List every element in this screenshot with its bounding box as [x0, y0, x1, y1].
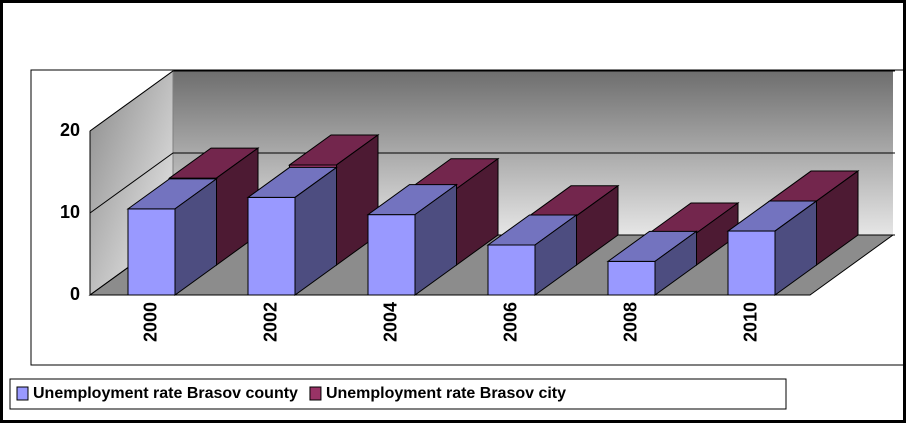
bar	[126, 177, 219, 296]
bar-side	[174, 177, 217, 296]
bar	[246, 166, 339, 296]
x-tick-label: 2002	[260, 302, 280, 342]
x-tick-label: 2000	[140, 302, 160, 342]
legend-label: Unemployment rate Brasov city	[326, 385, 566, 402]
legend-swatch	[16, 386, 29, 401]
bar-front	[247, 196, 296, 296]
y-tick-label: 20	[60, 120, 80, 140]
bar-front	[607, 260, 656, 296]
bar-side	[294, 166, 337, 296]
bar-side	[654, 230, 697, 296]
grid-line	[89, 70, 895, 132]
y-tick-label: 0	[70, 284, 80, 304]
bar-side	[534, 214, 577, 296]
plot-area	[30, 69, 905, 366]
legend-swatch	[309, 386, 322, 401]
bar-side	[414, 183, 457, 296]
plot: 0 10 20 2000 2002 2004 2006 2008 2010	[60, 70, 895, 342]
legend: Unemployment rate Brasov county Unemploym…	[16, 385, 566, 402]
bar-front	[367, 214, 416, 296]
x-tick-label: 2008	[620, 302, 640, 342]
bar-front	[127, 208, 176, 296]
bar	[726, 200, 819, 296]
x-tick-label: 2006	[500, 302, 520, 342]
x-tick-label: 2010	[740, 302, 760, 342]
bar	[366, 183, 459, 296]
x-tick-label: 2004	[380, 302, 400, 342]
grid-line	[89, 152, 895, 214]
bar	[606, 230, 699, 296]
legend-box	[9, 378, 787, 410]
y-tick-label: 10	[60, 202, 80, 222]
bar-side	[774, 200, 817, 296]
bar-front	[727, 230, 776, 296]
bar	[486, 214, 579, 296]
bar-front	[487, 244, 536, 296]
legend-label: Unemployment rate Brasov county	[33, 385, 298, 402]
